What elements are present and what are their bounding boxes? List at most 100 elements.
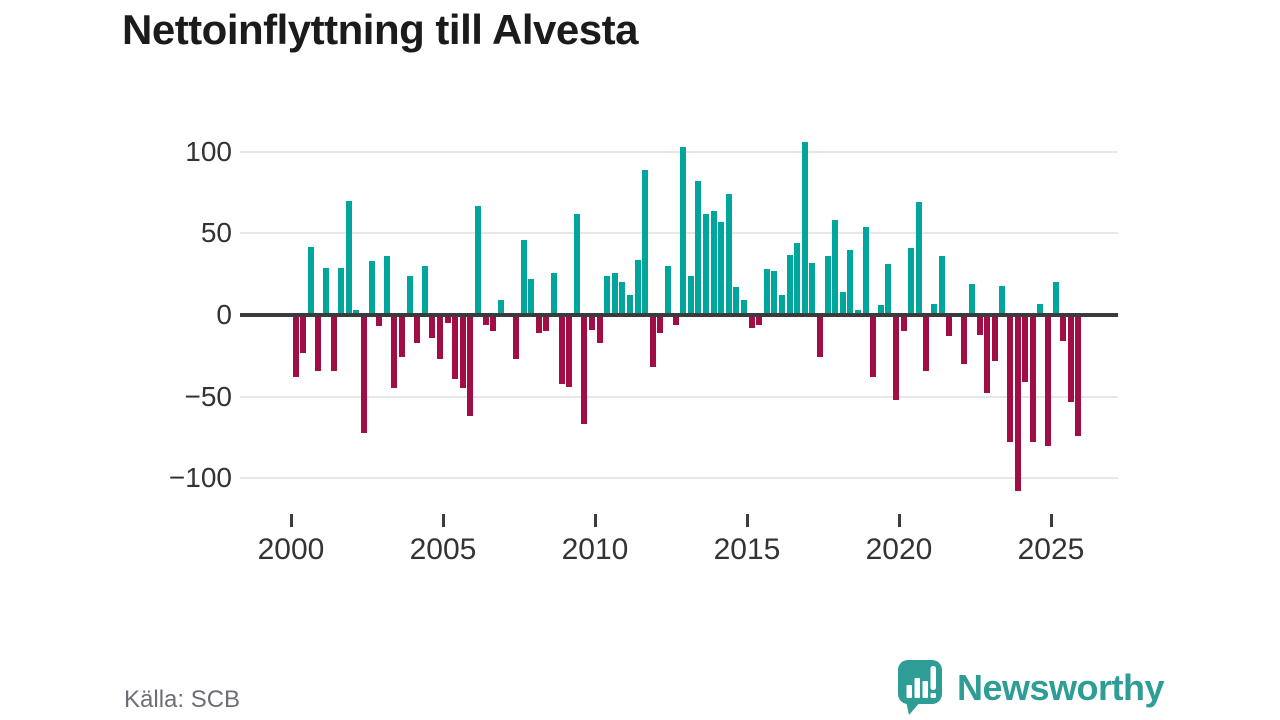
brand-name: Newsworthy <box>957 666 1165 708</box>
bar-quarter-2013-q2 <box>695 181 702 315</box>
bar-quarter-2008-q2 <box>543 315 550 332</box>
bar-quarter-2018-q3 <box>855 310 861 315</box>
x-axis-tick-2000 <box>290 514 293 527</box>
bar-quarter-2010-q2 <box>604 275 611 315</box>
x-axis-tick-2025 <box>1050 514 1053 527</box>
bar-quarter-2015-q3 <box>763 269 770 315</box>
bar-quarter-2017-q2 <box>817 315 823 358</box>
bar-quarter-2025-q4 <box>1075 315 1082 436</box>
bar-quarter-2008-q4 <box>558 315 565 384</box>
bar-quarter-2009-q3 <box>581 315 588 425</box>
y-axis-tick-label: 50 <box>200 217 232 248</box>
bar-quarter-2013-q3 <box>703 213 709 315</box>
x-axis-tick-2010 <box>594 514 597 527</box>
bar-quarter-2018-q1 <box>839 292 846 315</box>
gridline-y-50 <box>240 396 1118 398</box>
bar-quarter-2016-q1 <box>779 295 785 315</box>
bar-quarter-2004-q2 <box>421 266 428 315</box>
bar-quarter-2019-q1 <box>870 315 877 377</box>
bar-quarter-2017-q3 <box>824 256 831 315</box>
bar-quarter-2011-q1 <box>626 295 633 315</box>
bar-quarter-2011-q2 <box>634 259 641 315</box>
bar-quarter-2001-q4 <box>345 200 352 315</box>
bar-quarter-2007-q2 <box>512 315 519 360</box>
zero-baseline <box>240 313 1118 317</box>
bar-quarter-2010-q4 <box>619 282 626 315</box>
bar-quarter-2000-q2 <box>300 315 307 353</box>
bar-quarter-2015-q2 <box>756 315 763 325</box>
bar-quarter-2008-q1 <box>535 315 542 333</box>
bar-quarter-2014-q4 <box>741 300 747 315</box>
bar-quarter-2016-q4 <box>801 142 808 315</box>
newsworthy-logo-icon <box>897 660 944 715</box>
source-caption: Källa: SCB <box>124 686 241 713</box>
bar-quarter-2000-q4 <box>315 315 322 371</box>
bar-quarter-2007-q3 <box>520 239 527 315</box>
bar-quarter-2014-q1 <box>718 222 725 315</box>
bar-quarter-2002-q4 <box>376 315 383 327</box>
bar-quarter-2020-q4 <box>923 315 930 371</box>
bar-quarter-2012-q2 <box>664 266 671 315</box>
bar-quarter-2001-q2 <box>330 315 337 371</box>
x-axis-tick-label: 2000 <box>257 533 325 566</box>
x-axis-tick-label: 2020 <box>865 533 933 566</box>
bar-quarter-2015-q1 <box>748 315 755 329</box>
bar-quarter-2015-q4 <box>771 270 778 315</box>
bar-quarter-2002-q3 <box>368 261 375 315</box>
bar-quarter-2016-q3 <box>794 243 801 315</box>
bar-quarter-2022-q4 <box>984 315 991 394</box>
x-axis-tick-label: 2010 <box>561 533 629 566</box>
bar-quarter-2020-q1 <box>900 315 907 332</box>
bar-quarter-2014-q3 <box>733 287 740 315</box>
bar-quarter-2022-q2 <box>969 284 975 315</box>
bar-quarter-2020-q3 <box>915 202 922 315</box>
bar-quarter-2001-q3 <box>338 267 345 315</box>
x-axis-tick-2015 <box>746 514 749 527</box>
bar-quarter-2009-q4 <box>588 315 595 330</box>
bar-quarter-2018-q4 <box>862 226 869 315</box>
y-axis-tick-label: −100 <box>168 462 232 493</box>
bar-quarter-2021-q1 <box>931 303 937 315</box>
bar-quarter-2021-q3 <box>946 315 953 337</box>
gridline-y50 <box>240 232 1118 234</box>
bar-quarter-2001-q1 <box>322 267 329 315</box>
bar-quarter-2011-q3 <box>642 169 649 315</box>
bar-quarter-2024-q4 <box>1045 315 1051 446</box>
bar-quarter-2020-q2 <box>908 248 915 315</box>
bar-quarter-2013-q1 <box>687 275 694 315</box>
bar-quarter-2023-q2 <box>999 285 1006 315</box>
bar-quarter-2006-q1 <box>474 205 481 315</box>
bar-quarter-2010-q1 <box>596 315 603 343</box>
chart-title: Nettoinflyttning till Alvesta <box>122 6 638 53</box>
bar-quarter-2007-q4 <box>528 279 535 315</box>
bar-quarter-2002-q2 <box>360 315 367 433</box>
x-axis-tick-2020 <box>898 514 901 527</box>
bar-quarter-2012-q1 <box>657 315 664 333</box>
bar-quarter-2012-q4 <box>680 146 687 315</box>
bar-quarter-2019-q2 <box>877 305 884 315</box>
brand-lockup: Newsworthy <box>897 660 1165 715</box>
bar-quarter-2019-q3 <box>885 264 892 315</box>
bar-quarter-2005-q2 <box>452 315 459 379</box>
bar-quarter-2005-q1 <box>444 315 451 324</box>
bar-quarter-2003-q2 <box>391 315 398 389</box>
bar-quarter-2008-q3 <box>550 272 557 315</box>
bar-quarter-2025-q1 <box>1052 282 1059 315</box>
bar-quarter-2010-q3 <box>611 272 618 315</box>
bar-quarter-2004-q1 <box>414 315 421 343</box>
bar-quarter-2004-q4 <box>436 315 443 360</box>
bar-quarter-2006-q2 <box>482 315 489 325</box>
bar-quarter-2005-q3 <box>459 315 466 389</box>
y-axis-tick-label: −50 <box>184 381 233 412</box>
bar-quarter-2013-q4 <box>710 210 717 315</box>
bar-quarter-2018-q2 <box>847 249 854 315</box>
bar-quarter-2003-q3 <box>398 315 405 358</box>
bar-quarter-2019-q4 <box>893 315 899 400</box>
bar-quarter-2006-q4 <box>497 300 504 315</box>
bar-quarter-2021-q2 <box>938 256 945 315</box>
x-axis-tick-label: 2015 <box>713 533 781 566</box>
bar-quarter-2000-q3 <box>307 246 314 315</box>
bar-quarter-2022-q1 <box>961 315 968 364</box>
bar-quarter-2023-q1 <box>991 315 998 361</box>
